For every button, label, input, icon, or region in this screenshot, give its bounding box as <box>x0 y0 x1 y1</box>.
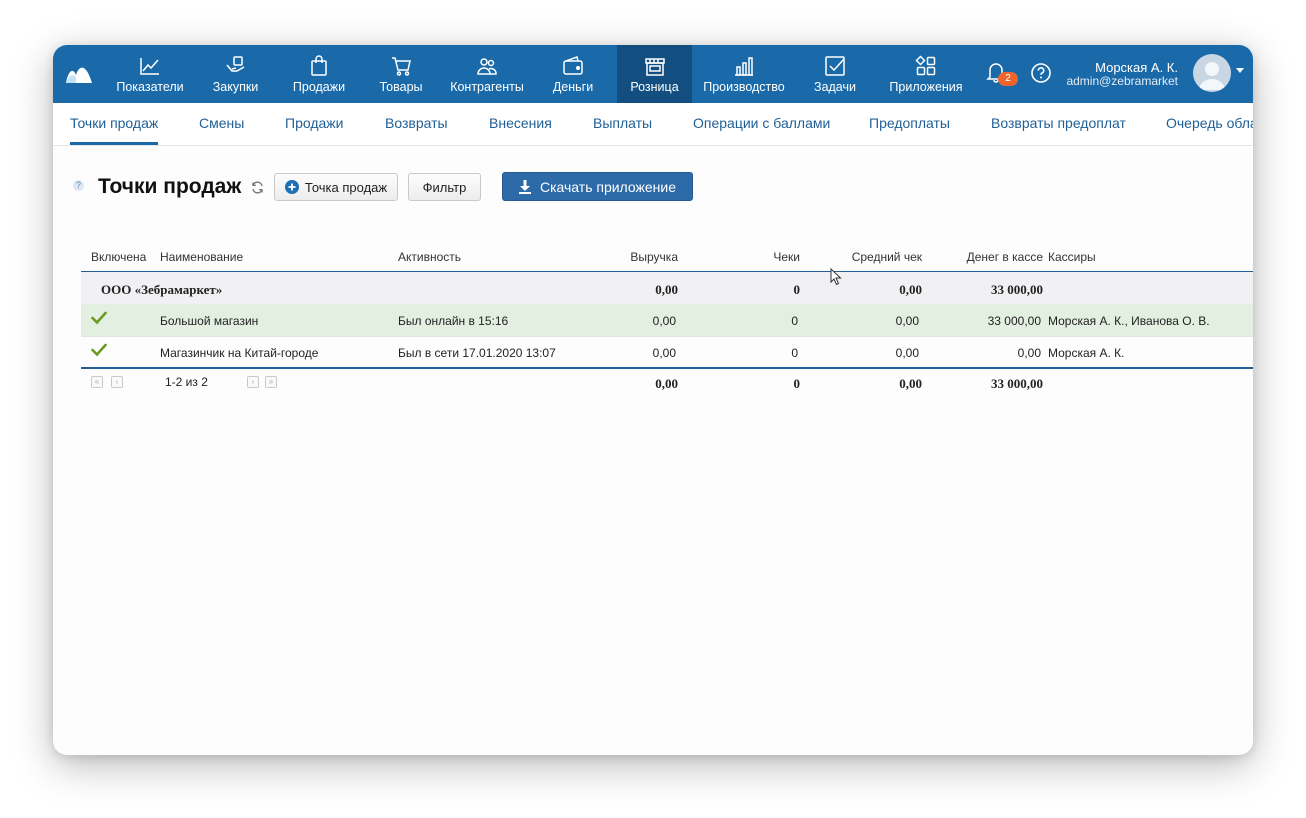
filter-button[interactable]: Фильтр <box>408 173 481 201</box>
nav-item-tasks[interactable]: Задачи <box>809 45 861 103</box>
table-header: Включена Наименование Активность Выручка… <box>81 242 1253 273</box>
column-checks[interactable]: Чеки <box>773 250 800 264</box>
page-title: Точки продаж <box>98 175 242 198</box>
row-average: 0,00 <box>895 346 919 360</box>
next-page-icon[interactable]: › <box>247 376 259 388</box>
group-average: 0,00 <box>899 282 922 297</box>
nav-item-purchases[interactable]: Закупки <box>208 45 263 103</box>
filter-label: Фильтр <box>422 179 467 195</box>
row-cashiers: Морская А. К., Иванова О. В. <box>1048 314 1210 328</box>
column-average-check[interactable]: Средний чек <box>851 250 922 264</box>
row-cash: 33 000,00 <box>987 314 1041 328</box>
row-name[interactable]: Большой магазин <box>160 314 259 328</box>
table-footer: « ‹ 1-2 из 2 › » 0,00 0 0,00 33 000,00 <box>81 367 1253 399</box>
row-activity: Был в сети 17.01.2020 13:07 <box>398 346 556 360</box>
chevron-down-icon[interactable] <box>1236 68 1244 73</box>
help-question-icon[interactable]: ? <box>73 180 84 191</box>
table-group-row[interactable]: ООО «Зебрамаркет» 0,00 0 0,00 33 000,00 <box>81 272 1253 305</box>
total-revenue: 0,00 <box>655 376 678 391</box>
last-page-icon[interactable]: » <box>265 376 277 388</box>
pagination-info: 1-2 из 2 <box>165 375 208 389</box>
shopping-bag-icon <box>310 55 328 77</box>
nav-item-money[interactable]: Деньги <box>549 45 597 103</box>
row-name[interactable]: Магазинчик на Китай-городе <box>160 346 319 360</box>
group-revenue: 0,00 <box>655 282 678 297</box>
total-checks: 0 <box>793 376 801 391</box>
user-name[interactable]: Морская А. К. <box>1095 60 1178 75</box>
column-activity[interactable]: Активность <box>398 250 462 264</box>
mouse-cursor-icon <box>830 267 842 291</box>
notifications-badge: 2 <box>998 72 1018 86</box>
total-cash: 33 000,00 <box>991 376 1043 391</box>
top-navigation: Показатели Закупки Продажи Товары Контра <box>53 45 1253 103</box>
row-checks: 0 <box>791 346 798 360</box>
prev-page-icon[interactable]: ‹ <box>111 376 123 388</box>
download-app-button[interactable]: Скачать приложение <box>502 172 693 201</box>
column-revenue[interactable]: Выручка <box>630 250 678 264</box>
column-cash[interactable]: Денег в кассе <box>966 250 1043 264</box>
tab-returns[interactable]: Возвраты <box>385 115 448 131</box>
avatar[interactable] <box>1193 54 1231 92</box>
sub-navigation: Точки продаж Смены Продажи Возвраты Внес… <box>53 103 1253 146</box>
add-point-of-sale-label: Точка продаж <box>304 179 388 195</box>
download-app-label: Скачать приложение <box>539 178 677 195</box>
tab-prepayment-returns[interactable]: Возвраты предоплат <box>991 115 1126 131</box>
tab-points-operations[interactable]: Операции с баллами <box>693 115 831 131</box>
check-icon <box>91 311 107 330</box>
nav-item-indicators[interactable]: Показатели <box>115 45 185 103</box>
cart-icon <box>390 55 412 77</box>
nav-item-apps[interactable]: Приложения <box>886 45 966 103</box>
checkbox-icon <box>824 55 846 77</box>
group-cash: 33 000,00 <box>991 282 1043 297</box>
add-point-of-sale-button[interactable]: Точка продаж <box>274 173 398 201</box>
column-cashiers[interactable]: Кассиры <box>1048 250 1096 264</box>
factory-icon <box>733 55 755 77</box>
chart-line-icon <box>139 55 161 77</box>
plus-circle-icon <box>284 180 299 194</box>
tab-prepayments[interactable]: Предоплаты <box>869 115 950 131</box>
table-row[interactable]: Большой магазин Был онлайн в 15:16 0,00 … <box>81 304 1253 337</box>
nav-item-sales[interactable]: Продажи <box>289 45 349 103</box>
tab-payouts[interactable]: Выплаты <box>593 115 653 131</box>
nav-item-counterparties[interactable]: Контрагенты <box>449 45 525 103</box>
column-name[interactable]: Наименование <box>160 250 244 264</box>
first-page-icon[interactable]: « <box>91 376 103 388</box>
group-checks: 0 <box>793 282 801 297</box>
user-email[interactable]: admin@zebramarket <box>1066 74 1178 88</box>
row-cashiers: Морская А. К. <box>1048 346 1125 360</box>
tab-sales[interactable]: Продажи <box>285 115 344 131</box>
nav-item-retail[interactable]: Розница <box>617 45 692 103</box>
column-enabled[interactable]: Включена <box>91 250 147 264</box>
storefront-icon <box>644 55 666 77</box>
app-window: Показатели Закупки Продажи Товары Контра <box>53 45 1253 755</box>
row-revenue: 0,00 <box>652 314 676 328</box>
refresh-icon[interactable] <box>251 181 264 199</box>
row-average: 0,00 <box>895 314 919 328</box>
nav-item-production[interactable]: Производство <box>703 45 785 103</box>
group-name: ООО «Зебрамаркет» <box>101 282 223 297</box>
nav-item-goods[interactable]: Товары <box>375 45 427 103</box>
table-row[interactable]: Магазинчик на Китай-городе Был в сети 17… <box>81 336 1253 369</box>
apps-grid-icon <box>915 55 937 77</box>
row-revenue: 0,00 <box>652 346 676 360</box>
tab-points-of-sale[interactable]: Точки продаж <box>70 103 159 145</box>
row-activity: Был онлайн в 15:16 <box>398 314 509 328</box>
help-icon[interactable] <box>1030 62 1052 89</box>
download-icon <box>518 179 531 194</box>
logo-icon[interactable] <box>64 61 94 85</box>
tab-cloud-queue[interactable]: Очередь обла <box>1166 115 1253 131</box>
people-icon <box>476 55 498 77</box>
total-average: 0,00 <box>899 376 922 391</box>
tab-deposits[interactable]: Внесения <box>489 115 552 131</box>
row-cash: 0,00 <box>1017 346 1041 360</box>
tab-shifts[interactable]: Смены <box>199 115 245 131</box>
row-checks: 0 <box>791 314 798 328</box>
check-icon <box>91 343 107 362</box>
wallet-icon <box>562 55 584 77</box>
hand-box-icon <box>225 55 247 77</box>
